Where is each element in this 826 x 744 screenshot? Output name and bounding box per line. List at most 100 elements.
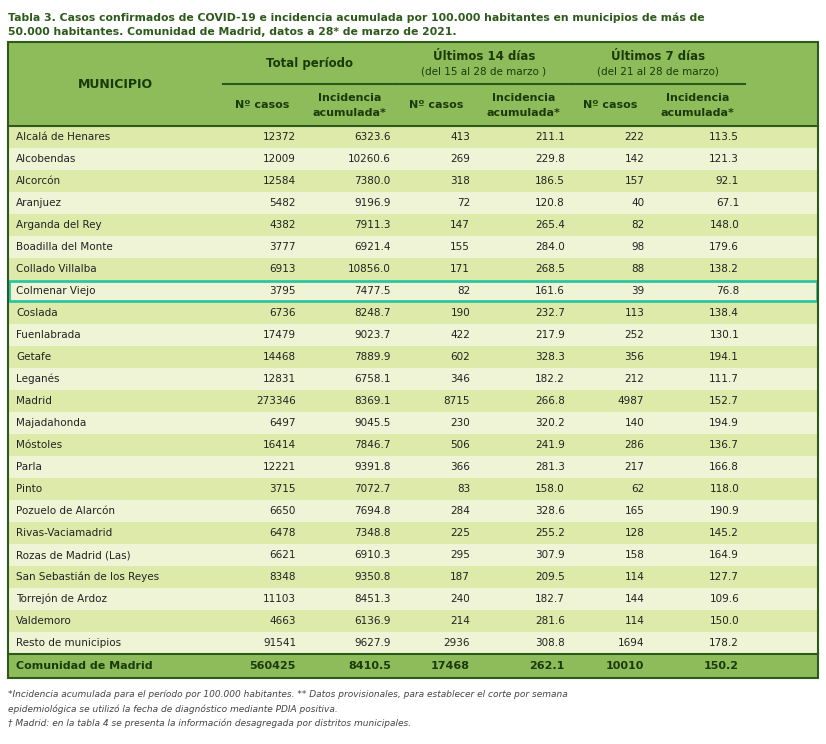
Text: 3777: 3777 (269, 242, 296, 252)
Text: 9391.8: 9391.8 (354, 462, 391, 472)
Text: 268.5: 268.5 (535, 264, 565, 274)
Text: 164.9: 164.9 (710, 550, 739, 560)
Bar (8, 302, 818, 324)
Bar (8, 478, 818, 500)
Text: Incidencia: Incidencia (318, 93, 381, 103)
Text: Alcorcón: Alcorcón (16, 176, 61, 186)
Text: Nº casos: Nº casos (583, 100, 638, 110)
Text: Getafe: Getafe (16, 352, 51, 362)
Bar (8, 390, 818, 412)
Text: 145.2: 145.2 (710, 528, 739, 538)
Text: 3715: 3715 (269, 484, 296, 494)
Text: 318: 318 (450, 176, 470, 186)
Text: 161.6: 161.6 (535, 286, 565, 296)
Text: 328.6: 328.6 (535, 506, 565, 516)
Text: 178.2: 178.2 (710, 638, 739, 648)
Text: 130.1: 130.1 (710, 330, 739, 340)
Text: Rivas-Vaciamadrid: Rivas-Vaciamadrid (16, 528, 112, 538)
Text: 7477.5: 7477.5 (354, 286, 391, 296)
Text: 157: 157 (624, 176, 644, 186)
Text: 6478: 6478 (269, 528, 296, 538)
Text: Alcalá de Henares: Alcalá de Henares (16, 132, 110, 142)
Text: Total período: Total período (266, 57, 354, 69)
Text: Tabla 3. Casos confirmados de COVID-19 e incidencia acumulada por 100.000 habita: Tabla 3. Casos confirmados de COVID-19 e… (8, 13, 705, 23)
Text: 194.1: 194.1 (710, 352, 739, 362)
Text: 506: 506 (450, 440, 470, 450)
Text: 150.2: 150.2 (704, 661, 739, 671)
Text: 171: 171 (450, 264, 470, 274)
Text: 138.2: 138.2 (710, 264, 739, 274)
Text: 16414: 16414 (263, 440, 296, 450)
Text: 6736: 6736 (269, 308, 296, 318)
Text: 284: 284 (450, 506, 470, 516)
Text: 252: 252 (624, 330, 644, 340)
Text: 114: 114 (624, 616, 644, 626)
Text: 560425: 560425 (249, 661, 296, 671)
Text: 12831: 12831 (263, 374, 296, 384)
Text: 114: 114 (624, 572, 644, 582)
Text: 152.7: 152.7 (710, 396, 739, 406)
Text: 121.3: 121.3 (710, 154, 739, 164)
Text: acumulada*: acumulada* (487, 108, 561, 118)
Bar (8, 500, 818, 522)
Text: Collado Villalba: Collado Villalba (16, 264, 97, 274)
Text: 158: 158 (624, 550, 644, 560)
Text: 155: 155 (450, 242, 470, 252)
Bar (8, 192, 818, 214)
Text: 111.7: 111.7 (710, 374, 739, 384)
Text: Coslada: Coslada (16, 308, 58, 318)
Text: Colmenar Viejo: Colmenar Viejo (16, 286, 96, 296)
Text: 6650: 6650 (269, 506, 296, 516)
Text: 295: 295 (450, 550, 470, 560)
Text: 17468: 17468 (431, 661, 470, 671)
Text: 182.7: 182.7 (535, 594, 565, 604)
Text: 144: 144 (624, 594, 644, 604)
Text: 8715: 8715 (444, 396, 470, 406)
Text: 2936: 2936 (444, 638, 470, 648)
Text: 12372: 12372 (263, 132, 296, 142)
Text: 166.8: 166.8 (710, 462, 739, 472)
Bar (8, 126, 818, 148)
Bar (8, 236, 818, 258)
Text: 273346: 273346 (256, 396, 296, 406)
Text: 91541: 91541 (263, 638, 296, 648)
Text: 7694.8: 7694.8 (354, 506, 391, 516)
Text: 76.8: 76.8 (716, 286, 739, 296)
Text: 7911.3: 7911.3 (354, 220, 391, 230)
Text: 9196.9: 9196.9 (354, 198, 391, 208)
Text: 6921.4: 6921.4 (354, 242, 391, 252)
Text: Pozuelo de Alarcón: Pozuelo de Alarcón (16, 506, 115, 516)
Text: Últimos 7 días: Últimos 7 días (611, 50, 705, 62)
Bar (8, 456, 818, 478)
Text: epidemiológica se utilizó la fecha de diagnóstico mediante PDIA positiva.: epidemiológica se utilizó la fecha de di… (8, 704, 338, 713)
Bar (8, 654, 818, 678)
Text: 187: 187 (450, 572, 470, 582)
Text: 190.9: 190.9 (710, 506, 739, 516)
Text: 120.8: 120.8 (535, 198, 565, 208)
Text: Majadahonda: Majadahonda (16, 418, 86, 428)
Text: 328.3: 328.3 (535, 352, 565, 362)
Text: 118.0: 118.0 (710, 484, 739, 494)
Text: 113.5: 113.5 (710, 132, 739, 142)
Text: Fuenlabrada: Fuenlabrada (16, 330, 81, 340)
Text: 82: 82 (631, 220, 644, 230)
Text: 6323.6: 6323.6 (354, 132, 391, 142)
Text: Alcobendas: Alcobendas (16, 154, 76, 164)
Text: 209.5: 209.5 (535, 572, 565, 582)
Text: 3795: 3795 (269, 286, 296, 296)
Text: 413: 413 (450, 132, 470, 142)
Text: 128: 128 (624, 528, 644, 538)
Text: 140: 140 (624, 418, 644, 428)
Text: 232.7: 232.7 (535, 308, 565, 318)
Text: 9627.9: 9627.9 (354, 638, 391, 648)
Text: 602: 602 (450, 352, 470, 362)
Text: 5482: 5482 (269, 198, 296, 208)
Text: 113: 113 (624, 308, 644, 318)
Text: 6621: 6621 (269, 550, 296, 560)
Text: 10856.0: 10856.0 (348, 264, 391, 274)
Bar (8, 434, 818, 456)
Text: 138.4: 138.4 (710, 308, 739, 318)
Text: 1694: 1694 (618, 638, 644, 648)
Text: 255.2: 255.2 (535, 528, 565, 538)
Text: 6758.1: 6758.1 (354, 374, 391, 384)
